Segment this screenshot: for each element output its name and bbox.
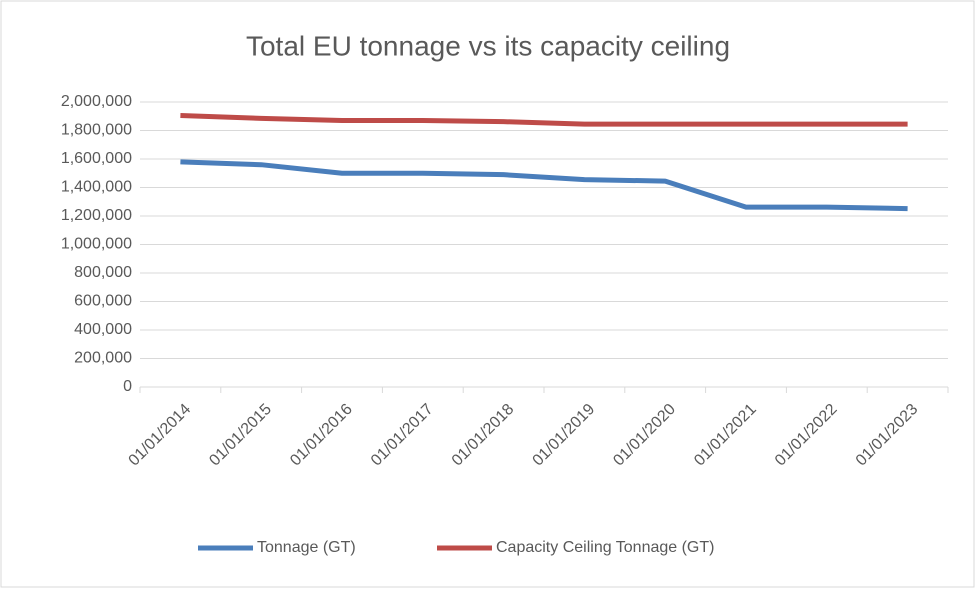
y-tick-label: 1,400,000 <box>61 179 132 196</box>
data-line <box>180 159 908 212</box>
y-tick-label: 600,000 <box>74 293 132 310</box>
y-tick-label: 1,800,000 <box>61 122 132 139</box>
y-tick-label: 400,000 <box>74 321 132 338</box>
y-tick-label: 800,000 <box>74 264 132 281</box>
y-tick-label: 200,000 <box>74 350 132 367</box>
legend-label: Capacity Ceiling Tonnage (GT) <box>496 539 714 556</box>
chart-title: Total EU tonnage vs its capacity ceiling <box>246 30 730 61</box>
y-tick-label: 1,200,000 <box>61 207 132 224</box>
data-line <box>180 113 908 127</box>
y-tick-label: 1,000,000 <box>61 236 132 253</box>
y-tick-label: 1,600,000 <box>61 150 132 167</box>
y-tick-label: 0 <box>123 378 132 395</box>
y-tick-label: 2,000,000 <box>61 93 132 110</box>
legend-label: Tonnage (GT) <box>257 539 356 556</box>
